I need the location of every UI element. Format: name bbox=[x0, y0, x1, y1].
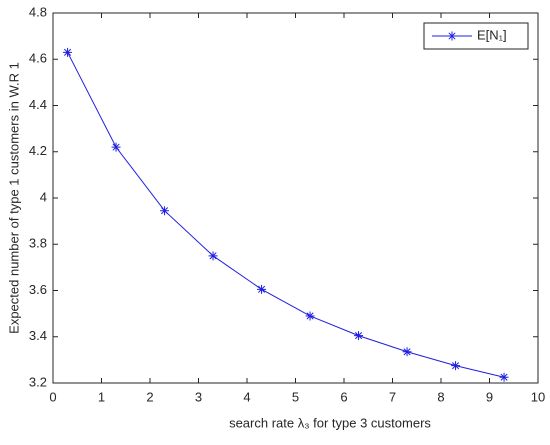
y-tick-label: 3.2 bbox=[29, 374, 47, 389]
x-axis-label: search rate λ₃ for type 3 customers bbox=[229, 415, 431, 430]
y-tick-label: 4.6 bbox=[29, 51, 47, 66]
data-point bbox=[451, 361, 461, 371]
x-tick-label: 4 bbox=[243, 389, 250, 404]
x-tick-label: 3 bbox=[195, 389, 202, 404]
y-tick-label: 4.4 bbox=[29, 97, 47, 112]
x-tick-label: 8 bbox=[437, 389, 444, 404]
legend-label: E[N₁] bbox=[477, 27, 507, 42]
data-point bbox=[305, 311, 315, 321]
y-tick-label: 4.8 bbox=[29, 4, 47, 19]
x-tick-label: 6 bbox=[340, 389, 347, 404]
y-tick-label: 3.6 bbox=[29, 282, 47, 297]
plot-area bbox=[52, 12, 539, 384]
data-point bbox=[111, 142, 121, 152]
legend-marker bbox=[447, 31, 457, 41]
legend-box bbox=[423, 22, 529, 50]
data-point bbox=[402, 347, 412, 357]
data-point bbox=[208, 251, 218, 261]
x-tick-label: 10 bbox=[531, 389, 545, 404]
y-tick-label: 4.2 bbox=[29, 143, 47, 158]
y-tick-label: 3.8 bbox=[29, 236, 47, 251]
data-point bbox=[354, 331, 364, 341]
data-point bbox=[499, 372, 509, 382]
y-tick-label: 4 bbox=[40, 189, 47, 204]
data-line bbox=[67, 52, 505, 378]
x-tick-label: 1 bbox=[98, 389, 105, 404]
data-point bbox=[160, 206, 170, 216]
x-tick-label: 2 bbox=[146, 389, 153, 404]
y-tick-label: 3.4 bbox=[29, 328, 47, 343]
data-point bbox=[63, 47, 73, 57]
y-axis-label: Expected number of type 1 customers in W… bbox=[6, 62, 21, 334]
x-tick-label: 0 bbox=[49, 389, 56, 404]
x-tick-label: 9 bbox=[486, 389, 493, 404]
data-point bbox=[257, 284, 267, 294]
x-tick-label: 5 bbox=[292, 389, 299, 404]
x-tick-label: 7 bbox=[389, 389, 396, 404]
